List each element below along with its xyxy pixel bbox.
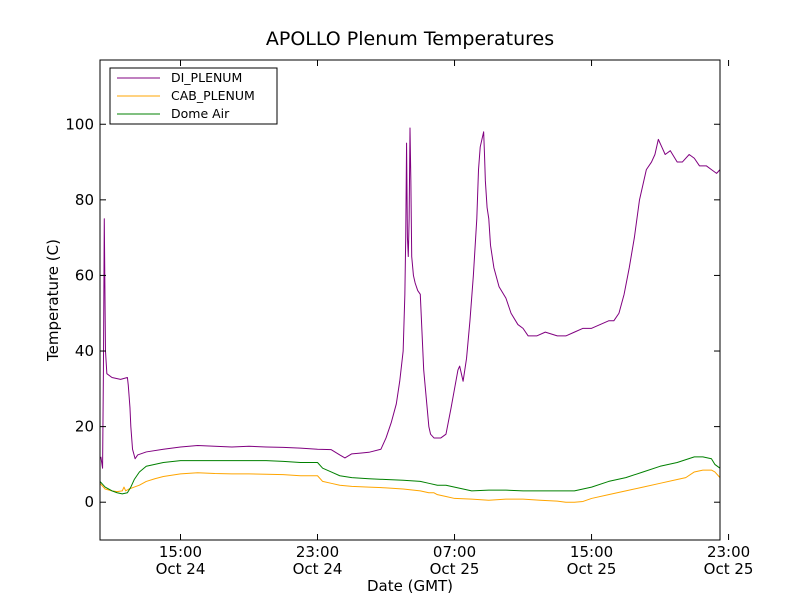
legend-label-di-plenum: DI_PLENUM: [171, 70, 242, 85]
x-tick-label-time: 07:00: [433, 543, 476, 561]
y-tick-label: 100: [65, 115, 94, 133]
series-line-dome-air: [99, 456, 721, 495]
y-tick-label: 20: [75, 418, 94, 436]
y-axis-label: Temperature (C): [44, 239, 62, 362]
x-tick-label-time: 15:00: [570, 543, 613, 561]
series-layer: [99, 127, 721, 503]
x-tick-label-date: Oct 25: [567, 560, 617, 578]
legend: DI_PLENUM CAB_PLENUM Dome Air: [109, 67, 278, 125]
x-axis-label: Date (GMT): [367, 577, 453, 595]
x-tick-label-date: Oct 24: [156, 560, 206, 578]
y-tick-label: 60: [75, 266, 94, 284]
x-tick-label-date: Oct 24: [293, 560, 343, 578]
x-tick-label-time: 15:00: [159, 543, 202, 561]
plot-frame: [99, 59, 721, 541]
y-tick-label: 0: [84, 493, 94, 511]
chart-title: APOLLO Plenum Temperatures: [266, 28, 554, 50]
series-line-di-plenum: [100, 127, 721, 469]
x-tick-label-time: 23:00: [707, 543, 750, 561]
x-tick-label-time: 23:00: [296, 543, 339, 561]
x-tick-label-date: Oct 25: [430, 560, 480, 578]
x-tick-label-date: Oct 25: [704, 560, 754, 578]
series-line-cab-plenum: [99, 469, 721, 503]
legend-label-dome-air: Dome Air: [171, 106, 230, 121]
legend-label-cab-plenum: CAB_PLENUM: [171, 88, 255, 103]
y-tick-label: 80: [75, 191, 94, 209]
y-tick-label: 40: [75, 342, 94, 360]
